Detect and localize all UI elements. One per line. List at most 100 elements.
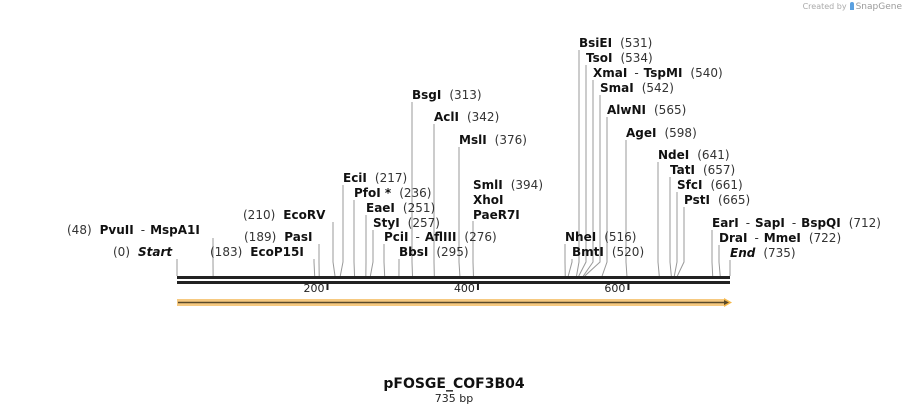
watermark-brand: SnapGene — [855, 2, 902, 12]
enzyme-name: PvuII — [99, 223, 134, 237]
enzyme-name: EcoP15I — [250, 245, 304, 259]
map-length: 735 bp — [434, 392, 474, 405]
cut-position: (257) — [407, 216, 440, 230]
cut-position: (251) — [402, 201, 436, 215]
cut-site-line — [353, 200, 356, 277]
enzyme-name: TatI — [670, 163, 695, 177]
enzyme-label-eaei[interactable]: EaeI (251) — [366, 201, 435, 215]
enzyme-label-msli[interactable]: MslI (376) — [459, 133, 527, 147]
feature-arrow[interactable] — [177, 298, 732, 307]
enzyme-label-ecii[interactable]: EciI (217) — [343, 171, 407, 185]
separator: - — [140, 223, 146, 237]
enzyme-label-pcii[interactable]: PciI - AflIII (276) — [384, 230, 497, 244]
enzyme-label-bbsi[interactable]: BbsI (295) — [399, 245, 469, 259]
enzyme-label-ndei[interactable]: NdeI (641) — [658, 148, 730, 162]
enzyme-label-bmti[interactable]: BmtI (520) — [572, 245, 644, 259]
watermark: Created by SnapGene — [803, 2, 902, 12]
cut-site-line — [332, 222, 336, 277]
separator: - — [754, 231, 759, 245]
enzyme-label-pvuii[interactable]: (48) PvuII - MspA1I — [67, 223, 200, 237]
cut-position: (542) — [641, 81, 674, 95]
cut-site-line — [369, 230, 374, 277]
cut-position: (598) — [664, 126, 697, 140]
enzyme-name: MmeI — [763, 231, 801, 245]
enzyme-name: Start — [138, 245, 173, 259]
enzyme-name: PfoI * — [354, 186, 392, 200]
ruler-tick — [627, 284, 630, 290]
enzyme-label-smai[interactable]: SmaI (542) — [600, 81, 674, 95]
ruler-tick — [476, 284, 479, 290]
enzyme-name: AlwNI — [607, 103, 646, 117]
enzyme-label-xmai[interactable]: XmaI - TspMI (540) — [593, 66, 723, 80]
cut-site-line — [625, 140, 628, 277]
cut-position: (534) — [620, 51, 653, 65]
enzyme-label-tati[interactable]: TatI (657) — [670, 163, 735, 177]
enzyme-name: PstI — [684, 193, 710, 207]
enzyme-label-bsiei[interactable]: BsiEI (531) — [579, 36, 652, 50]
enzyme-label-alwni[interactable]: AlwNI (565) — [607, 103, 686, 117]
cut-position: (641) — [697, 148, 730, 162]
enzyme-name: BsiEI — [579, 36, 613, 50]
cut-position: (516) — [604, 230, 637, 244]
cut-position: (722) — [808, 231, 842, 245]
enzyme-name: AgeI — [626, 126, 657, 140]
cut-position: (712) — [848, 216, 881, 230]
enzyme-label-psti[interactable]: PstI (665) — [684, 193, 750, 207]
enzyme-name: BbsI — [399, 245, 429, 259]
cut-site-line — [711, 230, 714, 277]
enzyme-name: PciI — [384, 230, 409, 244]
backbone-top-strand — [177, 276, 730, 279]
cut-position: (657) — [702, 163, 736, 177]
cut-site-line — [718, 245, 721, 277]
cut-position: (183) — [210, 245, 243, 259]
cut-position: (661) — [710, 178, 743, 192]
enzyme-name: PasI — [284, 230, 313, 244]
enzyme-label-pasi[interactable]: (189) PasI — [244, 230, 312, 244]
separator: - — [745, 216, 751, 230]
enzyme-name: AflIII — [424, 230, 457, 244]
enzyme-label-tsoi[interactable]: TsoI (534) — [586, 51, 653, 65]
enzyme-name: EarI — [712, 216, 739, 230]
enzyme-name: XmaI — [593, 66, 628, 80]
enzyme-name: MspA1I — [150, 223, 200, 237]
enzyme-label-paer7i[interactable]: PaeR7I — [473, 208, 520, 222]
ruler-tick — [326, 284, 329, 290]
enzyme-name: EcoRV — [283, 208, 326, 222]
cut-position: (217) — [374, 171, 408, 185]
enzyme-label-xhoi[interactable]: XhoI — [473, 193, 504, 207]
cut-position: (531) — [620, 36, 653, 50]
cut-position: (565) — [654, 103, 687, 117]
cut-position: (540) — [690, 66, 723, 80]
cut-site-line — [584, 95, 601, 277]
enzyme-name: BspQI — [801, 216, 841, 230]
cut-position: (189) — [244, 230, 277, 244]
map-title: pFOSGE_COF3B04 — [383, 376, 525, 392]
enzyme-label-acli[interactable]: AclI (342) — [434, 110, 499, 124]
cut-position: (665) — [717, 193, 751, 207]
enzyme-label-styi[interactable]: StyI (257) — [373, 216, 440, 230]
enzyme-label-start[interactable]: (0) Start — [113, 245, 172, 259]
enzyme-name: SapI — [755, 216, 785, 230]
enzyme-name: End — [730, 246, 756, 260]
enzyme-label-drai[interactable]: DraI - MmeI (722) — [719, 231, 841, 245]
enzyme-label-eari[interactable]: EarI - SapI - BspQI (712) — [712, 216, 881, 230]
enzyme-name: BsgI — [412, 88, 442, 102]
cut-site-line — [339, 185, 344, 277]
cut-position: (276) — [464, 230, 497, 244]
cut-position: (295) — [436, 245, 469, 259]
enzyme-label-end[interactable]: End (735) — [730, 246, 796, 260]
separator: - — [634, 66, 639, 80]
enzyme-name: PaeR7I — [473, 208, 520, 222]
enzyme-label-agei[interactable]: AgeI (598) — [626, 126, 697, 140]
enzyme-label-smli[interactable]: SmlI (394) — [473, 178, 543, 192]
cut-position: (313) — [449, 88, 482, 102]
cut-site-line — [567, 259, 573, 277]
enzyme-label-sfci[interactable]: SfcI (661) — [677, 178, 743, 192]
enzyme-label-ecop15i[interactable]: (183) EcoP15I — [210, 245, 304, 259]
enzyme-label-nhei[interactable]: NheI (516) — [565, 230, 636, 244]
enzyme-label-bsgi[interactable]: BsgI (313) — [412, 88, 482, 102]
enzyme-name: SmlI — [473, 178, 503, 192]
enzyme-label-pfoi[interactable]: PfoI * (236) — [354, 186, 431, 200]
enzyme-label-ecorv[interactable]: (210) EcoRV — [243, 208, 325, 222]
